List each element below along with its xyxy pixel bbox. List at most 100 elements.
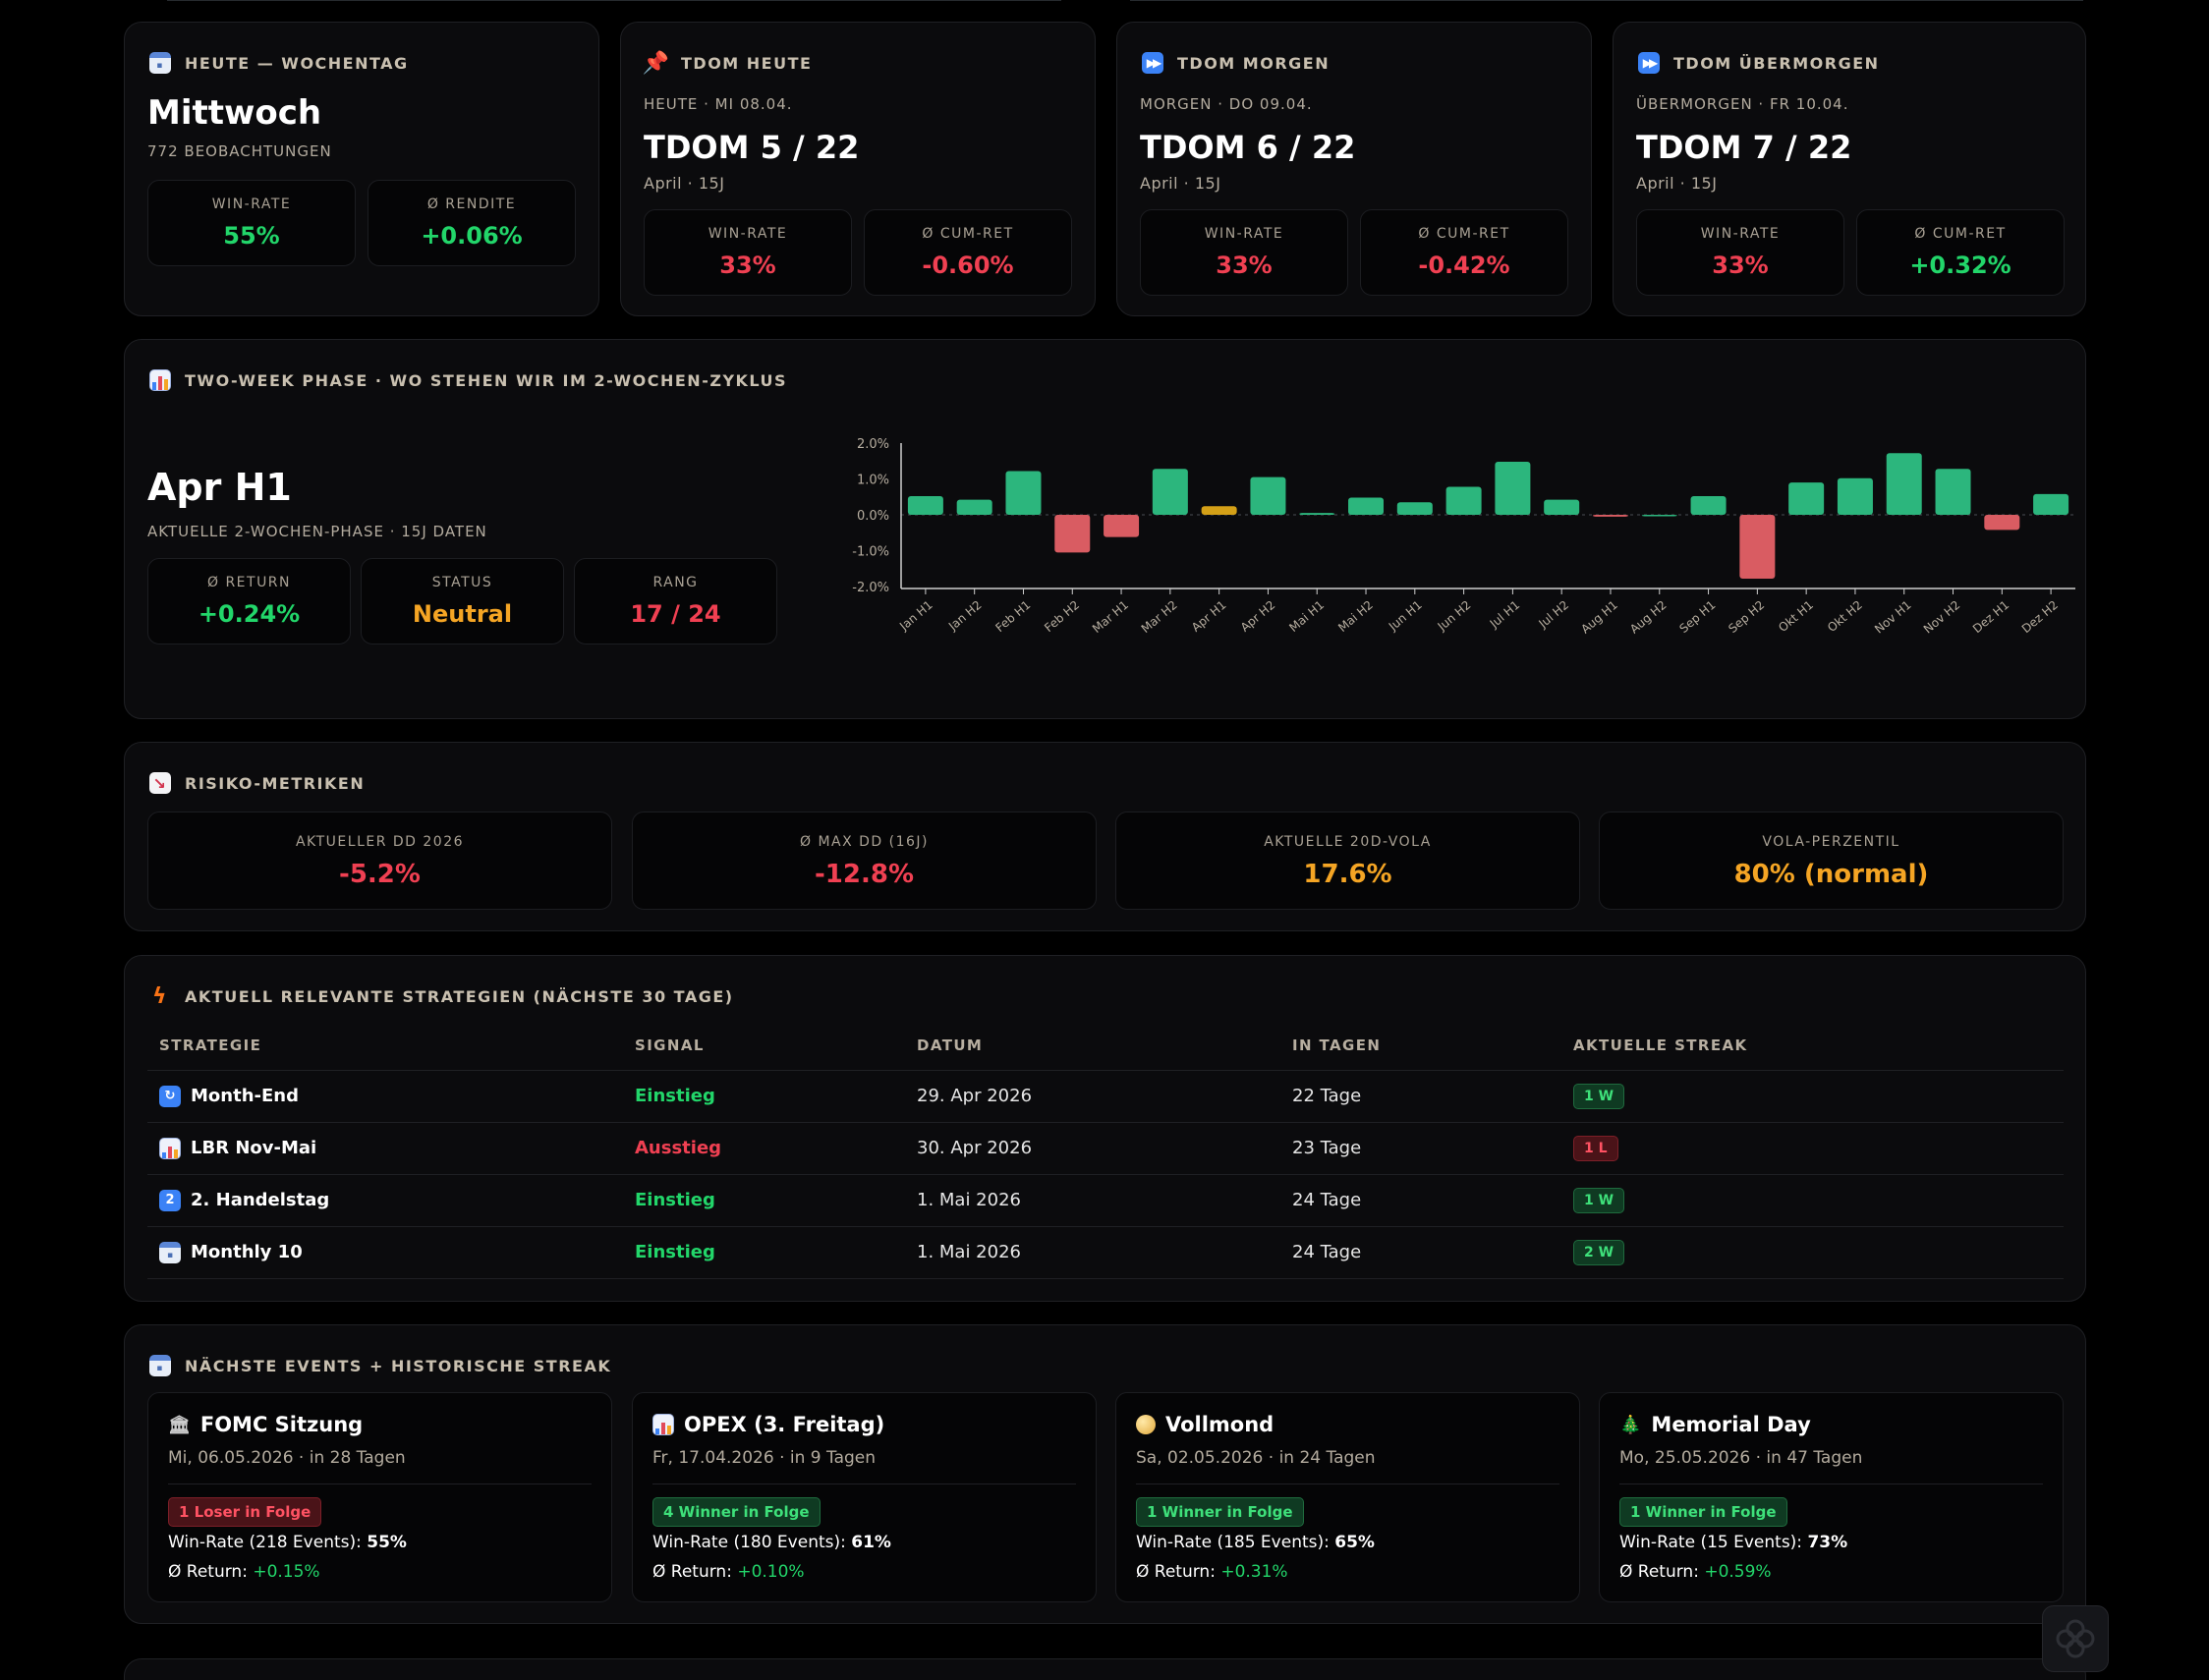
bar-mai-h1 <box>1299 513 1335 515</box>
bar-jun-h1 <box>1396 502 1433 515</box>
metric-winrate: WIN-RATE 33% <box>644 209 852 296</box>
strategy-signal: Einstieg <box>635 1174 917 1227</box>
event-date: Mi, 06.05.2026 · in 28 Tagen <box>168 1448 406 1468</box>
chart-down-icon: ↘ <box>149 772 171 794</box>
event-winrate: Win-Rate (185 Events): 65% <box>1136 1533 1375 1552</box>
bar-jan-h1 <box>907 496 943 515</box>
metric-value: 55% <box>223 222 280 250</box>
x-tick-label: Apr H2 <box>1238 598 1278 635</box>
winrate-label: Win-Rate (185 Events): <box>1136 1533 1335 1552</box>
strategy-days: 24 Tage <box>1292 1226 1573 1279</box>
winrate-label: Win-Rate (218 Events): <box>168 1533 368 1552</box>
event-date: Fr, 17.04.2026 · in 9 Tagen <box>652 1448 877 1468</box>
metric-rank: RANG 17 / 24 <box>574 558 777 644</box>
strategy-name: LBR Nov-Mai <box>191 1138 317 1158</box>
bar-jun-h2 <box>1445 486 1482 515</box>
card-date: MORGEN · DO 09.04. <box>1140 95 1313 113</box>
event-card[interactable]: 🏛 FOMC Sitzung Mi, 06.05.2026 · in 28 Tag… <box>147 1392 612 1602</box>
event-date: Sa, 02.05.2026 · in 24 Tagen <box>1136 1448 1376 1468</box>
return-value: +0.31% <box>1220 1562 1288 1582</box>
streak-badge: 1 W <box>1573 1187 1625 1213</box>
event-title: Vollmond <box>1165 1413 1274 1436</box>
y-tick-label: -1.0% <box>852 545 889 560</box>
bar-jul-h2 <box>1544 499 1580 515</box>
bar-jul-h1 <box>1495 461 1531 515</box>
strategy-date: 1. Mai 2026 <box>917 1226 1292 1279</box>
table-row[interactable]: ↻ Month-End Einstieg 29. Apr 2026 22 Tage… <box>147 1070 2064 1123</box>
top-divider-right <box>1130 0 2083 1</box>
strategy-days: 24 Tage <box>1292 1174 1573 1227</box>
metric-value: 33% <box>719 252 776 279</box>
x-tick-label: Dez H1 <box>1970 598 2011 637</box>
table-row[interactable]: ▪ Monthly 10 Einstieg 1. Mai 2026 24 Tage… <box>147 1226 2064 1279</box>
event-card[interactable]: 🎄 Memorial Day Mo, 25.05.2026 · in 47 Tag… <box>1599 1392 2064 1602</box>
card-title: TDOM 6 / 22 <box>1140 129 1356 166</box>
calendar-icon: ▪ <box>159 1241 181 1263</box>
metric-value: +0.24% <box>198 600 301 628</box>
card-title: TDOM 5 / 22 <box>644 129 860 166</box>
winrate-value: 55% <box>367 1533 407 1552</box>
x-tick-label: Nov H2 <box>1921 598 1963 637</box>
return-value: +0.59% <box>1704 1562 1772 1582</box>
strategy-signal: Einstieg <box>635 1070 917 1123</box>
metric-value: -12.8% <box>815 860 914 889</box>
x-tick-label: Mar H1 <box>1090 598 1131 636</box>
metric-label: AKTUELLE 20D-VOLA <box>1264 834 1432 850</box>
return-label: Ø Return: <box>652 1562 738 1582</box>
metric-label: Ø MAX DD (16J) <box>799 834 930 850</box>
full-moon-icon <box>1136 1415 1156 1434</box>
bar-okt-h1 <box>1788 482 1825 515</box>
col-strategy: STRATEGIE <box>147 1021 635 1071</box>
x-tick-label: Jan H1 <box>896 598 935 634</box>
metric-label: Ø CUM-RET <box>922 226 1014 242</box>
x-tick-label: Sep H2 <box>1726 598 1767 636</box>
card-head: TDOM MORGEN <box>1177 53 1331 73</box>
x-tick-label: Jun H1 <box>1386 598 1425 635</box>
metric-label: RANG <box>652 575 699 590</box>
metric-value: +0.32% <box>1909 252 2011 279</box>
card-tdom-today: 📌 TDOM HEUTE HEUTE · MI 08.04. TDOM 5 / 2… <box>620 22 1096 316</box>
bank-icon: 🏛 <box>168 1414 191 1435</box>
streak-badge: 4 Winner in Folge <box>652 1497 821 1527</box>
streak-badge: 1 W <box>1573 1083 1625 1109</box>
cycle-icon: ↻ <box>159 1085 181 1107</box>
x-tick-label: Mar H2 <box>1139 598 1180 636</box>
metric-label: Ø RENDITE <box>426 196 517 212</box>
col-days: IN TAGEN <box>1292 1021 1573 1071</box>
event-title: Memorial Day <box>1651 1413 1811 1436</box>
winrate-value: 65% <box>1334 1533 1375 1552</box>
panel-risk-metrics: ↘ RISIKO-METRIKEN AKTUELLER DD 2026 -5.2%… <box>124 742 2086 931</box>
bar-feb-h1 <box>1005 471 1042 515</box>
bar-dez-h1 <box>1984 515 2020 531</box>
strategy-date: 1. Mai 2026 <box>917 1174 1292 1227</box>
table-row[interactable]: LBR Nov-Mai Ausstieg 30. Apr 2026 23 Tag… <box>147 1122 2064 1175</box>
risk-vola-20d: AKTUELLE 20D-VOLA 17.6% <box>1115 812 1580 910</box>
card-title: TDOM 7 / 22 <box>1636 129 1852 166</box>
strategy-date: 29. Apr 2026 <box>917 1070 1292 1123</box>
floating-widget-button[interactable] <box>2042 1605 2109 1672</box>
risk-current-dd: AKTUELLER DD 2026 -5.2% <box>147 812 612 910</box>
calendar-icon: ▪ <box>149 52 171 74</box>
bar-mar-h1 <box>1104 515 1140 537</box>
pin-icon: 📌 <box>642 50 671 76</box>
metric-cumret: Ø CUM-RET -0.42% <box>1360 209 1568 296</box>
bar-mai-h2 <box>1348 497 1385 515</box>
metric-value: 17 / 24 <box>630 600 721 628</box>
metric-rendite: Ø RENDITE +0.06% <box>368 180 576 266</box>
metric-label: VOLA-PERZENTIL <box>1762 834 1900 850</box>
event-card[interactable]: OPEX (3. Freitag) Fr, 17.04.2026 · in 9 … <box>632 1392 1097 1602</box>
strategy-name: Month-End <box>191 1086 299 1106</box>
panel-head: NÄCHSTE EVENTS + HISTORISCHE STREAK <box>185 1356 612 1375</box>
table-row[interactable]: 2 2. Handelstag Einstieg 1. Mai 2026 24 T… <box>147 1174 2064 1227</box>
metric-value: 80% (normal) <box>1733 860 1929 889</box>
event-return: Ø Return: +0.15% <box>168 1562 320 1582</box>
winrate-value: 61% <box>851 1533 891 1552</box>
number-two-icon: 2 <box>159 1189 181 1211</box>
bar-nov-h1 <box>1886 453 1922 515</box>
bar-dez-h2 <box>2033 493 2069 515</box>
x-tick-label: Feb H2 <box>1042 598 1082 636</box>
x-tick-label: Apr H1 <box>1189 598 1229 635</box>
bar-apr-h2 <box>1250 476 1286 515</box>
event-card[interactable]: Vollmond Sa, 02.05.2026 · in 24 Tagen 1 … <box>1115 1392 1580 1602</box>
bar-chart-icon <box>652 1414 674 1435</box>
